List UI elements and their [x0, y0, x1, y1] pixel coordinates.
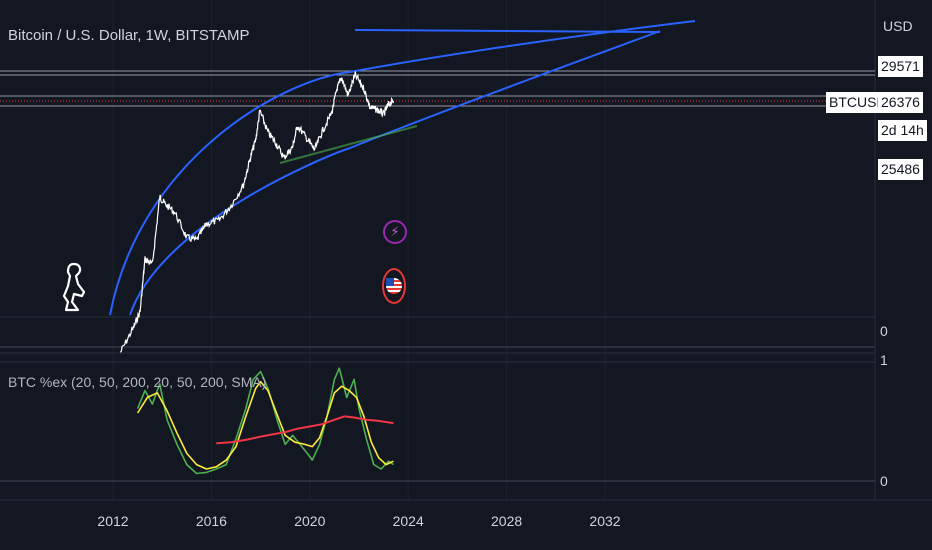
us-flag-icon[interactable] — [382, 268, 406, 304]
x-tick-2028: 2028 — [491, 513, 523, 529]
indicator-axis-bottom: 0 — [880, 473, 888, 489]
x-tick-2024: 2024 — [392, 513, 424, 529]
indicator-lines — [136, 367, 394, 475]
channel-lower-curve[interactable] — [129, 30, 661, 316]
indicator-yellow-line[interactable] — [136, 380, 394, 470]
currency-unit-label[interactable]: USD — [883, 18, 913, 34]
low-price-tag: 25486 — [878, 159, 923, 180]
symbol-name-tag: BTCUSD — [826, 92, 890, 113]
indicator-title[interactable]: BTC %ex (20, 50, 200, 20, 50, 200, SMA) — [8, 374, 267, 390]
lightning-icon[interactable]: ⚡ — [383, 220, 407, 244]
x-tick-2020: 2020 — [294, 513, 326, 529]
trend-line[interactable] — [279, 125, 418, 164]
last-price-tag: 26376 — [878, 92, 923, 113]
x-tick-2032: 2032 — [589, 513, 621, 529]
bar-countdown-tag: 2d 14h — [878, 120, 927, 141]
resistance-price-tag: 29571 — [878, 56, 923, 77]
channel-cap-line[interactable] — [354, 29, 661, 33]
indicator-red-line[interactable] — [216, 415, 394, 445]
dinosaur-logo-icon — [62, 262, 86, 312]
x-tick-2016: 2016 — [195, 513, 227, 529]
btcusd-price-series[interactable] — [119, 71, 394, 353]
grid-lines — [112, 0, 606, 500]
symbol-title[interactable]: Bitcoin / U.S. Dollar, 1W, BITSTAMP — [8, 27, 250, 44]
channel-upper-curve[interactable] — [109, 20, 696, 316]
x-tick-2012: 2012 — [97, 513, 129, 529]
indicator-axis-top: 1 — [880, 352, 888, 368]
volume-axis-zero: 0 — [880, 323, 888, 339]
